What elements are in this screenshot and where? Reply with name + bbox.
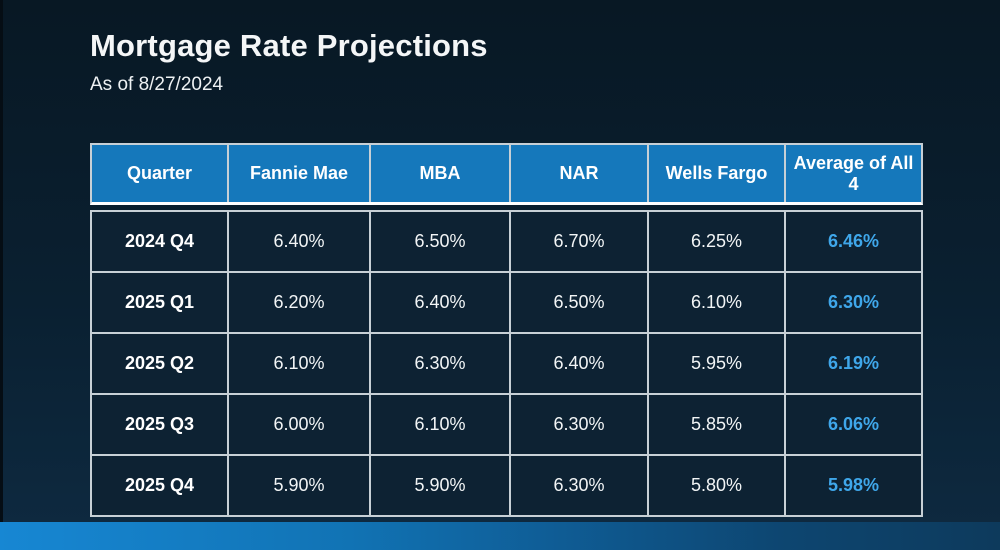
table-body: 2024 Q4 6.40% 6.50% 6.70% 6.25% 6.46% 2025 Q1 6… — [90, 210, 923, 517]
value-cell-2025-q3-wells-fargo: 5.85% — [649, 395, 784, 454]
average-cell-2025-q1: 6.30% — [786, 273, 921, 332]
table-header-row: Quarter Fannie Mae MBA NAR Wells Fargo Averag… — [90, 143, 923, 205]
quarter-cell-2025-q4: 2025 Q4 — [92, 456, 227, 515]
column-header-mba: MBA — [371, 145, 509, 202]
value-cell-2025-q4-mba: 5.90% — [371, 456, 509, 515]
quarter-cell-2025-q1: 2025 Q1 — [92, 273, 227, 332]
average-cell-2025-q4: 5.98% — [786, 456, 921, 515]
value-cell-2025-q2-nar: 6.40% — [511, 334, 647, 393]
value-cell-2025-q1-wells-fargo: 6.10% — [649, 273, 784, 332]
column-header-nar: NAR — [511, 145, 647, 202]
average-cell-2025-q3: 6.06% — [786, 395, 921, 454]
value-cell-2025-q3-fannie-mae: 6.00% — [229, 395, 369, 454]
mortgage-projections-table: Quarter Fannie Mae MBA NAR Wells Fargo Averag… — [90, 143, 923, 517]
column-header-quarter: Quarter — [92, 145, 227, 202]
value-cell-2025-q3-mba: 6.10% — [371, 395, 509, 454]
value-cell-2024-q4-nar: 6.70% — [511, 212, 647, 271]
value-cell-2025-q2-wells-fargo: 5.95% — [649, 334, 784, 393]
value-cell-2024-q4-mba: 6.50% — [371, 212, 509, 271]
column-header-average-of-all-4: Average of All 4 — [786, 145, 921, 202]
quarter-cell-2024-q4: 2024 Q4 — [92, 212, 227, 271]
page-title: Mortgage Rate Projections — [90, 28, 488, 63]
value-cell-2025-q4-fannie-mae: 5.90% — [229, 456, 369, 515]
page-subtitle: As of 8/27/2024 — [90, 74, 224, 95]
average-cell-2024-q4: 6.46% — [786, 212, 921, 271]
value-cell-2024-q4-wells-fargo: 6.25% — [649, 212, 784, 271]
value-cell-2025-q2-mba: 6.30% — [371, 334, 509, 393]
value-cell-2024-q4-fannie-mae: 6.40% — [229, 212, 369, 271]
value-cell-2025-q4-wells-fargo: 5.80% — [649, 456, 784, 515]
value-cell-2025-q4-nar: 6.30% — [511, 456, 647, 515]
value-cell-2025-q1-fannie-mae: 6.20% — [229, 273, 369, 332]
value-cell-2025-q1-mba: 6.40% — [371, 273, 509, 332]
value-cell-2025-q2-fannie-mae: 6.10% — [229, 334, 369, 393]
quarter-cell-2025-q2: 2025 Q2 — [92, 334, 227, 393]
average-cell-2025-q2: 6.19% — [786, 334, 921, 393]
left-edge-strip — [0, 0, 3, 550]
value-cell-2025-q3-nar: 6.30% — [511, 395, 647, 454]
value-cell-2025-q1-nar: 6.50% — [511, 273, 647, 332]
column-header-wells-fargo: Wells Fargo — [649, 145, 784, 202]
quarter-cell-2025-q3: 2025 Q3 — [92, 395, 227, 454]
bottom-accent-bar — [0, 522, 1000, 550]
column-header-fannie-mae: Fannie Mae — [229, 145, 369, 202]
